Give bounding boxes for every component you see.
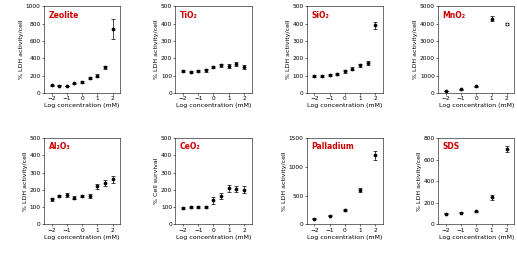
Y-axis label: % LDH activity/cell: % LDH activity/cell (414, 20, 418, 79)
X-axis label: Log concentration (mM): Log concentration (mM) (44, 103, 120, 108)
X-axis label: Log concentration (mM): Log concentration (mM) (176, 103, 251, 108)
Y-axis label: % LDH activity/cell: % LDH activity/cell (282, 151, 287, 211)
Y-axis label: % Cell survival: % Cell survival (155, 158, 159, 204)
Y-axis label: % LDH activity/cell: % LDH activity/cell (286, 20, 291, 79)
X-axis label: Log concentration (mM): Log concentration (mM) (176, 235, 251, 240)
Text: Zeolite: Zeolite (49, 11, 79, 20)
Text: SDS: SDS (443, 142, 460, 151)
Y-axis label: % LDH activity/cell: % LDH activity/cell (417, 151, 422, 211)
X-axis label: Log concentration (mM): Log concentration (mM) (307, 235, 383, 240)
X-axis label: Log concentration (mM): Log concentration (mM) (44, 235, 120, 240)
Text: SiO₂: SiO₂ (311, 11, 329, 20)
X-axis label: Log concentration (mM): Log concentration (mM) (438, 103, 514, 108)
Y-axis label: % LDH activity/cell: % LDH activity/cell (20, 20, 24, 79)
Text: MnO₂: MnO₂ (443, 11, 466, 20)
Text: CeO₂: CeO₂ (180, 142, 201, 151)
Text: TiO₂: TiO₂ (180, 11, 198, 20)
X-axis label: Log concentration (mM): Log concentration (mM) (438, 235, 514, 240)
Text: Palladium: Palladium (311, 142, 354, 151)
Y-axis label: % LDH activity/cell: % LDH activity/cell (23, 151, 28, 211)
Text: Al₂O₃: Al₂O₃ (49, 142, 70, 151)
Y-axis label: % LDH activity/cell: % LDH activity/cell (155, 20, 159, 79)
X-axis label: Log concentration (mM): Log concentration (mM) (307, 103, 383, 108)
